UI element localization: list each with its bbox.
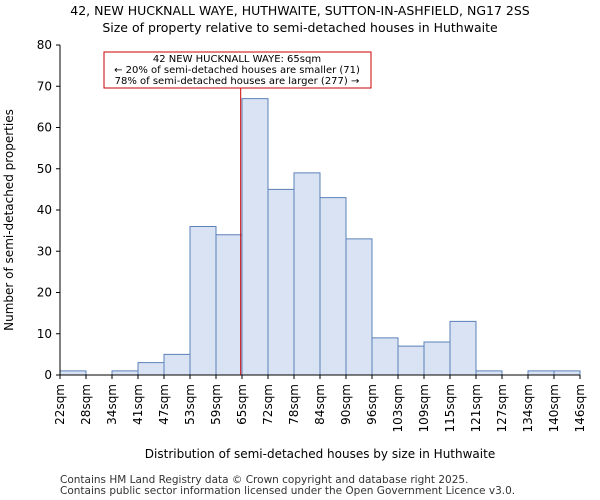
annotation-title: 42 NEW HUCKNALL WAYE: 65sqm <box>153 54 321 65</box>
histogram-bar <box>293 172 321 376</box>
x-tick-label: 109sqm <box>417 384 431 432</box>
chart-title: 42, NEW HUCKNALL WAYE, HUTHWAITE, SUTTON… <box>70 3 530 18</box>
y-tick-label: 70 <box>37 79 52 93</box>
x-tick-label: 22sqm <box>53 384 67 425</box>
histogram-bar <box>241 98 269 376</box>
x-tick-label: 65sqm <box>235 384 249 425</box>
histogram-bar <box>449 320 477 376</box>
x-tick-label: 59sqm <box>209 384 223 425</box>
x-tick-label: 140sqm <box>547 384 561 432</box>
x-axis-label: Distribution of semi-detached houses by … <box>145 447 495 461</box>
x-tick-label: 84sqm <box>313 384 327 425</box>
x-tick-label: 103sqm <box>391 384 405 432</box>
histogram-bar <box>189 226 217 376</box>
histogram-bar <box>527 370 555 376</box>
x-tick-label: 90sqm <box>339 384 353 425</box>
histogram-bar <box>137 362 165 376</box>
histogram-bar <box>59 370 87 376</box>
y-tick-label: 30 <box>37 244 52 258</box>
y-tick-label: 0 <box>44 368 52 382</box>
y-tick-label: 10 <box>37 327 52 341</box>
x-tick-label: 53sqm <box>183 384 197 425</box>
y-tick-label: 20 <box>37 286 52 300</box>
x-tick-label: 115sqm <box>443 384 457 432</box>
histogram-bar <box>371 337 399 376</box>
histogram-bar <box>423 341 451 376</box>
x-tick-label: 34sqm <box>105 384 119 425</box>
y-tick-label: 50 <box>37 162 52 176</box>
histogram-bar <box>475 370 503 376</box>
x-tick-label: 47sqm <box>157 384 171 425</box>
histogram-bar <box>163 353 191 376</box>
histogram-bar <box>319 197 347 376</box>
histogram-bar <box>111 370 139 376</box>
histogram-bar <box>553 370 581 376</box>
x-tick-label: 41sqm <box>131 384 145 425</box>
footer-copyright: Contains HM Land Registry data © Crown c… <box>60 474 469 486</box>
y-tick-label: 40 <box>37 203 52 217</box>
annotation-larger: 78% of semi-detached houses are larger (… <box>115 76 360 87</box>
x-tick-label: 28sqm <box>79 384 93 425</box>
histogram-bar <box>397 345 425 376</box>
histogram-bar <box>215 234 243 376</box>
histogram-bar <box>345 238 373 376</box>
y-axis-label: Number of semi-detached properties <box>2 109 16 331</box>
annotation-box <box>103 51 372 89</box>
x-tick-label: 127sqm <box>495 384 509 432</box>
y-tick-label: 60 <box>37 121 52 135</box>
x-tick-label: 121sqm <box>469 384 483 432</box>
x-tick-label: 72sqm <box>261 384 275 425</box>
x-tick-label: 78sqm <box>287 384 301 425</box>
x-tick-label: 134sqm <box>521 384 535 432</box>
chart-subtitle: Size of property relative to semi-detach… <box>102 20 498 35</box>
histogram-bar <box>267 188 295 376</box>
annotation-smaller: ← 20% of semi-detached houses are smalle… <box>114 65 360 76</box>
y-tick-label: 80 <box>37 38 52 52</box>
x-tick-label: 96sqm <box>365 384 379 425</box>
x-tick-label: 146sqm <box>573 384 587 432</box>
footer-licence: Contains public sector information licen… <box>60 485 516 497</box>
